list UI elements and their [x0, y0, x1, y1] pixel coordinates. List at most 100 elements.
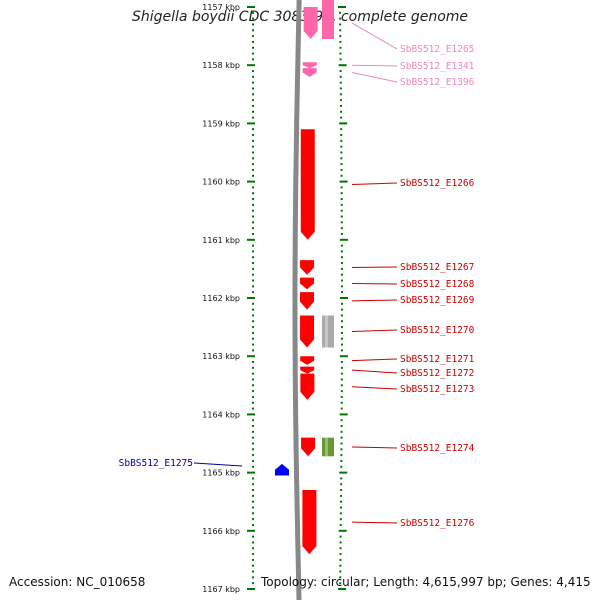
ruler-minor-tick: [339, 506, 342, 509]
ruler-minor-tick: [340, 477, 343, 480]
gene-label[interactable]: SbBS512_E1267: [400, 262, 474, 273]
ruler-minor-tick: [340, 163, 343, 166]
ruler-minor-tick: [252, 139, 254, 142]
ruler-major-tick: [247, 180, 255, 183]
ruler-major-tick: [338, 64, 347, 67]
ruler-minor-tick: [340, 157, 343, 160]
ruler-minor-tick: [340, 285, 343, 288]
gene-arrow[interactable]: [302, 490, 317, 555]
ruler-minor-tick: [340, 372, 343, 375]
ruler-minor-tick: [340, 256, 343, 259]
ruler-minor-tick: [339, 99, 342, 102]
gene-arrow[interactable]: [300, 260, 315, 275]
ruler-minor-tick: [252, 425, 254, 428]
ruler-minor-tick: [340, 279, 343, 282]
ruler-major-tick: [247, 238, 255, 241]
gene-arrow[interactable]: [300, 315, 315, 348]
ruler-minor-tick: [339, 93, 342, 96]
ruler-minor-tick: [340, 494, 343, 497]
ruler-minor-tick: [339, 582, 342, 585]
gene-arrow[interactable]: [300, 356, 315, 365]
ruler-minor-tick: [340, 273, 343, 276]
ruler-minor-tick: [340, 250, 343, 253]
ruler-minor-tick: [252, 291, 254, 294]
misc-feature-box: [322, 437, 334, 457]
gene-arrow[interactable]: [275, 463, 289, 476]
ruler-major-tick: [339, 297, 348, 299]
gene-label[interactable]: SbBS512_E1266: [400, 178, 475, 189]
ruler-minor-tick: [340, 262, 343, 265]
ruler-minor-tick: [340, 442, 343, 445]
gene-label[interactable]: SbBS512_E1271: [400, 354, 475, 365]
gene-label[interactable]: SbBS512_E1276: [400, 518, 475, 529]
ruler-minor-tick: [252, 553, 254, 556]
ruler-major-tick: [247, 471, 255, 474]
ruler-minor-tick: [340, 395, 343, 398]
genome-backbone: [292, 0, 302, 600]
gene-label[interactable]: SbBS512_E1274: [400, 443, 475, 454]
ruler-minor-tick: [252, 262, 254, 265]
ruler-minor-tick: [252, 11, 254, 14]
gene-label[interactable]: SbBS512_E1265: [400, 44, 474, 55]
ruler-minor-tick: [340, 465, 343, 468]
gene-arrow[interactable]: [302, 62, 317, 69]
ruler-major-tick: [338, 6, 346, 8]
gene-arrow[interactable]: [300, 292, 315, 310]
ruler-minor-tick: [340, 314, 343, 317]
ruler-major-tick: [247, 529, 255, 532]
gene-label[interactable]: SbBS512_E1275: [119, 458, 193, 469]
gene-label[interactable]: SbBS512_E1396: [400, 77, 475, 88]
ruler-minor-tick: [252, 192, 254, 195]
ruler-left: 1157 kbp 1158 kbp 1159 kbp 1160 kbp 1161 kbp…: [202, 3, 255, 594]
gene-arrow[interactable]: [300, 366, 315, 374]
gene-label[interactable]: SbBS512_E1268: [400, 279, 475, 290]
ruler-minor-tick: [252, 116, 254, 119]
ruler-major-tick: [247, 64, 255, 67]
gene-arrow[interactable]: [300, 129, 315, 240]
ruler-minor-tick: [252, 384, 254, 387]
label-leader-line: [351, 64, 398, 67]
ruler-minor-tick: [339, 576, 342, 579]
gene-label[interactable]: SbBS512_E1269: [400, 295, 475, 306]
ruler-minor-tick: [252, 331, 254, 334]
gene-arrow[interactable]: [301, 437, 316, 457]
ruler-minor-tick: [252, 227, 254, 230]
ruler-minor-tick: [340, 267, 343, 270]
ruler-minor-tick: [252, 465, 254, 468]
ruler-minor-tick: [252, 582, 254, 585]
gene-arrow[interactable]: [300, 277, 315, 290]
ruler-minor-tick: [252, 489, 254, 492]
ruler-minor-tick: [252, 308, 254, 311]
gene-label[interactable]: SbBS512_E1273: [400, 384, 474, 395]
ruler-minor-tick: [340, 425, 343, 428]
ruler-minor-tick: [340, 430, 343, 433]
label-leader-line: [351, 369, 398, 374]
gene-arrow[interactable]: [303, 7, 318, 40]
ruler-major-tick: [339, 413, 348, 416]
ruler-minor-tick: [252, 372, 254, 375]
ruler-minor-tick: [252, 209, 254, 212]
ruler-minor-tick: [339, 512, 342, 515]
ruler-minor-tick: [341, 302, 343, 305]
ruler-major-tick: [339, 122, 348, 125]
label-leader-line: [351, 358, 398, 362]
gene-label[interactable]: SbBS512_E1270: [400, 325, 475, 336]
ruler-minor-tick: [252, 366, 254, 369]
gene-label[interactable]: SbBS512_E1341: [400, 61, 475, 72]
ruler-major-tick: [339, 355, 348, 358]
ruler-tick-label: 1166 kbp: [202, 527, 240, 536]
ruler-tick-label: 1161 kbp: [202, 236, 240, 245]
gene-label[interactable]: SbBS512_E1272: [400, 368, 474, 379]
ruler-minor-tick: [252, 512, 254, 515]
label-leader-line: [351, 521, 398, 524]
feature-highlight: [325, 437, 328, 457]
gene-arrow[interactable]: [300, 373, 315, 400]
ruler-minor-tick: [339, 535, 342, 538]
ruler-major-tick: [247, 122, 255, 125]
ruler-minor-tick: [252, 302, 254, 305]
ruler-minor-tick: [252, 343, 254, 346]
gene-arrow[interactable]: [302, 68, 317, 77]
ruler-minor-tick: [340, 378, 343, 381]
ruler-minor-tick: [252, 349, 254, 352]
feature-layer: [322, 0, 334, 457]
